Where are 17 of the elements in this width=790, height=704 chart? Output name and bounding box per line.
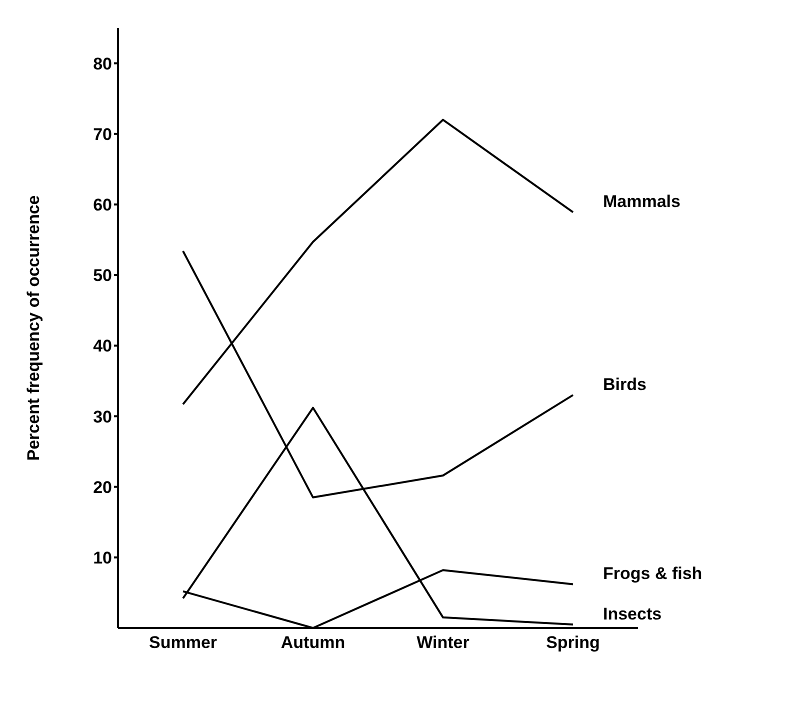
series-label: Frogs & fish: [603, 564, 702, 584]
y-tick-label: 50: [93, 266, 112, 286]
y-tick-label: 80: [93, 54, 112, 74]
series-label: Mammals: [603, 192, 680, 212]
y-tick-label: 60: [93, 196, 112, 215]
series-label: Birds: [603, 375, 646, 394]
y-tick-label: 10: [93, 548, 112, 568]
y-tick-label: 20: [93, 478, 112, 497]
y-tick-label: 30: [93, 407, 112, 426]
x-tick-label: Autumn: [280, 633, 346, 652]
x-tick-label: Spring: [546, 633, 600, 652]
y-tick-label: 70: [93, 124, 112, 144]
y-axis-title: Percent frequency of occurrence: [24, 195, 44, 461]
y-tick-label: 40: [93, 336, 112, 356]
series-label: Insects: [603, 604, 662, 624]
x-tick-label: Summer: [148, 633, 218, 652]
x-tick-label: Winter: [416, 633, 470, 652]
